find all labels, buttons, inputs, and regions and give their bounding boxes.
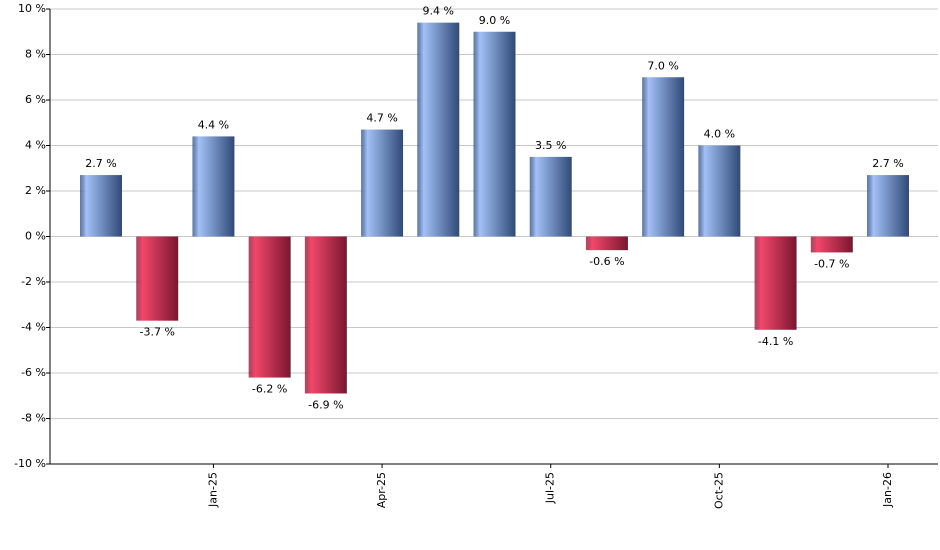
y-tick-label: 2 % <box>25 184 46 197</box>
bar <box>867 175 909 237</box>
y-tick-label: -6 % <box>21 366 46 379</box>
bar <box>80 175 122 237</box>
y-tick-label: 8 % <box>25 48 46 61</box>
data-label: 2.7 % <box>872 157 903 170</box>
data-label: 4.0 % <box>704 128 735 141</box>
x-tick-label: Jul-25 <box>544 472 557 504</box>
y-tick-label: 10 % <box>18 2 46 15</box>
data-label: -3.7 % <box>140 326 175 339</box>
data-label: 9.0 % <box>479 14 510 27</box>
bar <box>192 136 235 237</box>
bar <box>361 129 404 237</box>
data-label: -6.9 % <box>308 398 343 411</box>
y-tick-label: -2 % <box>21 275 46 288</box>
x-tick-label: Jan-26 <box>881 472 894 508</box>
data-label: -0.7 % <box>814 257 849 270</box>
bar <box>585 236 628 251</box>
y-tick-label: -8 % <box>21 412 46 425</box>
bar <box>248 236 291 378</box>
y-tick-label: 6 % <box>25 93 46 106</box>
bar <box>698 145 741 237</box>
bar <box>136 236 179 321</box>
y-tick-label: -10 % <box>14 457 46 470</box>
bar <box>754 236 797 330</box>
bar <box>417 22 460 237</box>
bar <box>810 236 853 253</box>
bar <box>304 236 347 394</box>
bar <box>473 31 516 237</box>
bar <box>642 77 685 237</box>
bar <box>529 156 572 237</box>
x-tick-label: Oct-25 <box>712 472 725 509</box>
data-label: -0.6 % <box>589 255 624 268</box>
y-tick-label: 4 % <box>25 139 46 152</box>
data-label: 2.7 % <box>85 157 116 170</box>
x-tick-label: Apr-25 <box>375 472 388 508</box>
data-label: 7.0 % <box>647 59 678 72</box>
data-label: 4.7 % <box>366 112 397 125</box>
data-label: 9.4 % <box>423 5 454 18</box>
data-label: -4.1 % <box>758 335 793 348</box>
y-tick-label: 0 % <box>25 230 46 243</box>
y-tick-label: -4 % <box>21 321 46 334</box>
data-label: 3.5 % <box>535 139 566 152</box>
x-tick-label: Jan-25 <box>206 472 219 508</box>
data-label: 4.4 % <box>198 118 229 131</box>
data-label: -6.2 % <box>252 383 287 396</box>
